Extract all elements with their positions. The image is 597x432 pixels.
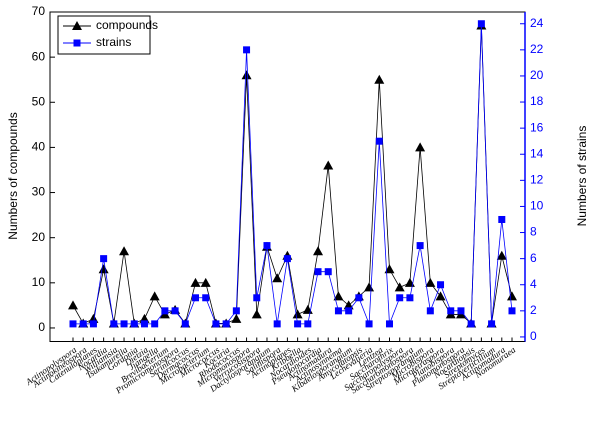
y-tick-label: 0 (38, 320, 45, 334)
marker (161, 307, 169, 315)
legend-label: strains (96, 35, 131, 49)
marker (251, 309, 262, 319)
marker (467, 320, 475, 328)
marker (79, 320, 87, 328)
marker (415, 142, 426, 152)
marker (190, 277, 201, 287)
y2-tick-label: 16 (530, 120, 544, 134)
marker (68, 300, 78, 310)
marker (200, 277, 211, 287)
marker (334, 307, 342, 315)
marker (171, 307, 179, 315)
y-tick-label: 60 (32, 49, 46, 63)
y2-tick-label: 2 (530, 303, 537, 317)
marker (488, 320, 496, 328)
marker (425, 277, 436, 287)
marker (364, 282, 375, 292)
y-tick-label: 30 (32, 185, 46, 199)
marker (151, 320, 159, 328)
marker (496, 250, 507, 260)
marker (435, 291, 446, 301)
marker (385, 320, 393, 328)
marker (212, 320, 220, 328)
marker (477, 20, 485, 28)
marker (253, 294, 261, 302)
marker (241, 70, 252, 80)
y-axis-title: Numbers of compounds (6, 112, 20, 239)
y2-tick-label: 14 (530, 146, 544, 160)
marker (426, 307, 434, 315)
marker (120, 320, 128, 328)
y2-tick-label: 0 (530, 329, 537, 343)
marker (323, 160, 334, 170)
y2-tick-label: 24 (530, 16, 544, 30)
y-tick-label: 70 (32, 4, 46, 18)
y2-tick-label: 22 (530, 42, 544, 56)
marker (384, 264, 395, 274)
marker (130, 320, 138, 328)
marker (394, 282, 405, 292)
marker (181, 320, 189, 328)
marker (396, 294, 404, 302)
marker (89, 320, 97, 328)
marker (416, 242, 424, 250)
marker (406, 294, 414, 302)
marker (355, 294, 363, 302)
plot-frame (49, 11, 526, 342)
marker (110, 320, 118, 328)
marker (273, 320, 281, 328)
marker (447, 307, 455, 315)
marker (304, 320, 312, 328)
marker (100, 255, 108, 263)
y-tick-label: 10 (32, 275, 46, 289)
y2-tick-label: 12 (530, 173, 544, 187)
marker (508, 307, 516, 315)
y2-tick-label: 4 (530, 277, 537, 291)
marker (437, 281, 445, 289)
y2-tick-label: 18 (530, 94, 544, 108)
y2-tick-label: 20 (530, 68, 544, 82)
marker (498, 215, 506, 223)
marker (365, 320, 373, 328)
marker (140, 320, 148, 328)
marker (507, 291, 517, 301)
marker (232, 307, 240, 315)
marker (375, 137, 383, 145)
marker (231, 313, 242, 323)
marker (313, 246, 324, 256)
legend-marker (73, 39, 81, 47)
marker (333, 291, 344, 301)
marker (314, 268, 322, 276)
y-tick-label: 20 (32, 230, 46, 244)
marker (149, 291, 160, 301)
y2-axis-title: Numbers of strains (575, 126, 589, 227)
marker (192, 294, 200, 302)
marker (69, 320, 77, 328)
marker (263, 242, 271, 250)
legend-box (57, 15, 151, 55)
legend-marker (72, 21, 82, 30)
marker (457, 307, 465, 315)
marker (324, 268, 332, 276)
marker (294, 320, 302, 328)
y2-tick-label: 8 (530, 225, 537, 239)
y2-tick-label: 6 (530, 251, 537, 265)
y-tick-label: 40 (32, 140, 46, 154)
marker (345, 307, 353, 315)
y2-tick-label: 10 (530, 199, 544, 213)
marker (119, 246, 130, 256)
marker (272, 273, 283, 283)
legend-label: compounds (96, 18, 158, 32)
marker (374, 74, 385, 84)
series-line (73, 23, 513, 325)
marker (222, 320, 230, 328)
marker (243, 46, 251, 54)
y-tick-label: 50 (32, 94, 46, 108)
marker (292, 309, 303, 319)
marker (202, 294, 210, 302)
series-line (72, 25, 513, 325)
marker (98, 264, 109, 274)
marker (283, 255, 291, 263)
